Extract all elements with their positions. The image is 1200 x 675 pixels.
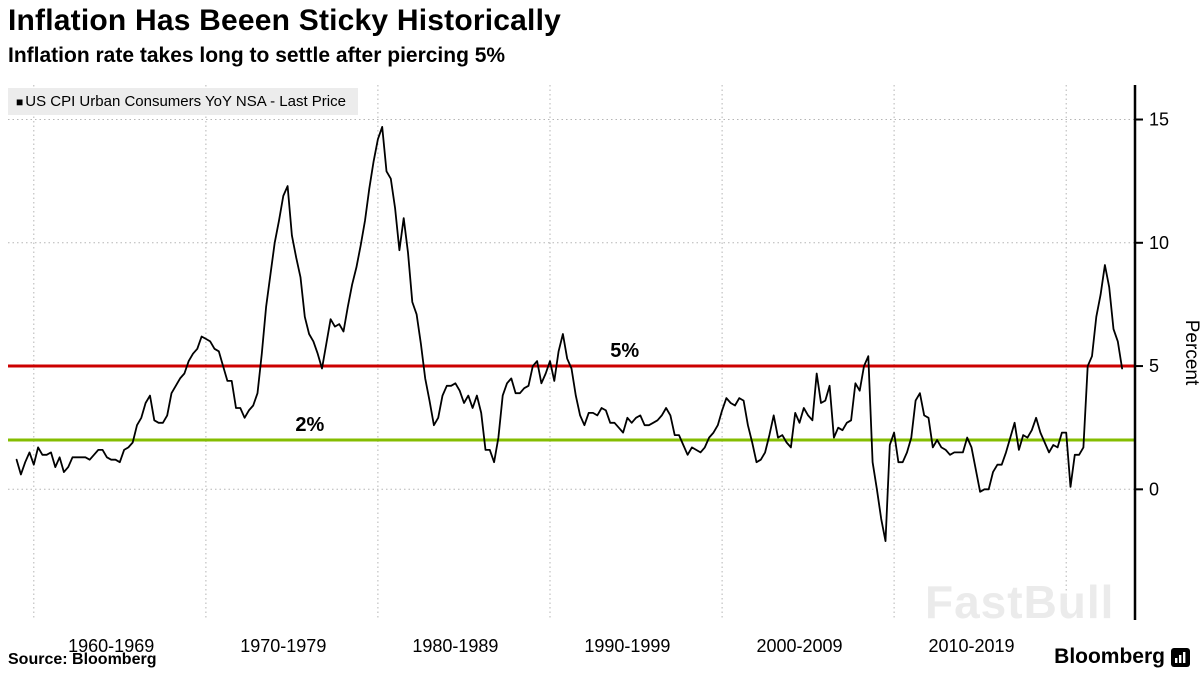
bloomberg-brand-text: Bloomberg [1054,645,1165,668]
y-tick-label: 5 [1149,356,1159,376]
legend-series-label: US CPI Urban Consumers YoY NSA - Last Pr… [25,93,346,110]
reference-line-label: 5% [610,340,639,362]
legend-series-marker-icon: ■ [16,94,24,109]
inflation-line-chart: 5% 2% 0 5 10 15 1960-1969 1970-1979 1980-1989 199… [8,85,1200,653]
series-line [15,126,1123,543]
watermark: FastBull [925,576,1115,628]
bloomberg-brand: Bloomberg [1054,645,1190,669]
chart-title: Inflation Has Beeen Sticky Historically [8,4,561,37]
x-tick-label: 2000-2009 [756,636,842,653]
bloomberg-logo-icon [1171,647,1190,667]
y-tick-label: 0 [1149,479,1159,499]
y-axis-title: Percent [1181,320,1200,386]
reference-line-label: 2% [295,414,324,436]
x-tick-label: 2010-2019 [928,636,1014,653]
source-note: Source: Bloomberg [8,651,157,668]
x-tick-label: 1990-1999 [584,636,670,653]
x-tick-label: 1970-1979 [240,636,326,653]
x-tick-label: 1960-1969 [68,636,154,653]
x-tick-label: 1980-1989 [412,636,498,653]
legend: ■ US CPI Urban Consumers YoY NSA - Last … [8,88,358,115]
chart-subtitle: Inflation rate takes long to settle afte… [8,44,506,67]
y-tick-label: 15 [1149,110,1169,130]
y-tick-label: 10 [1149,233,1169,253]
